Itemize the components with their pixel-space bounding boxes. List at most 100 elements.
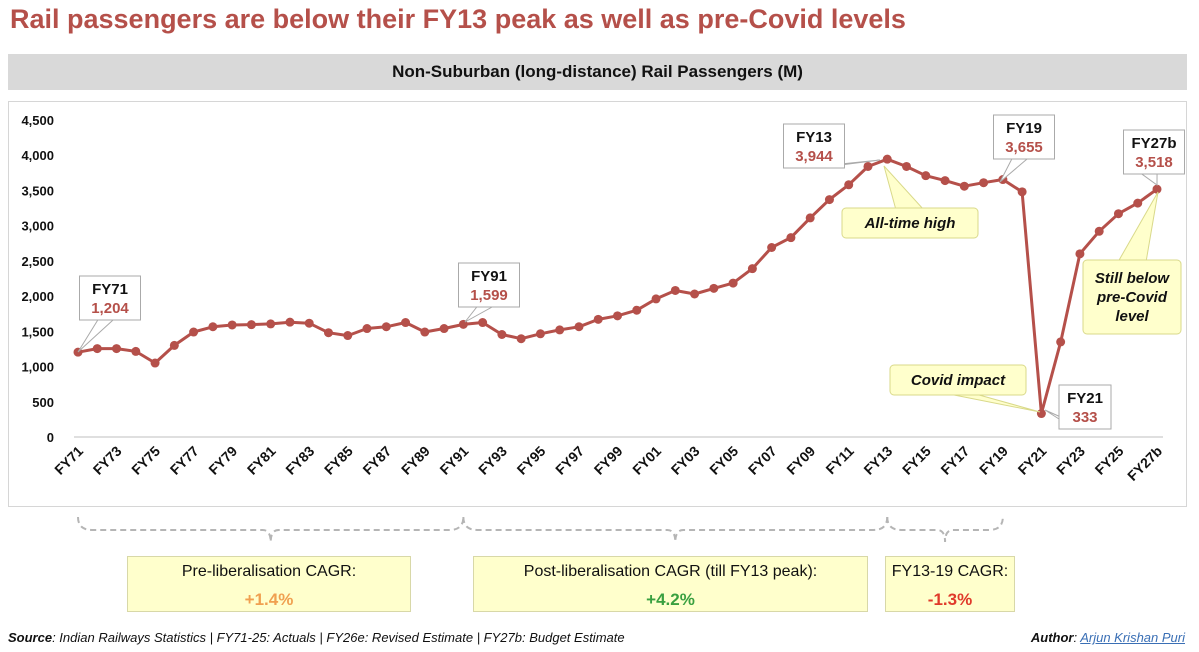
annotation-box <box>841 207 979 239</box>
data-point <box>613 311 622 321</box>
x-tick-label: FY01 <box>629 443 664 478</box>
data-point <box>593 314 603 324</box>
author-link[interactable]: Arjun Krishan Puri <box>1080 630 1185 645</box>
callout-value: 333 <box>1072 409 1097 426</box>
callout-pointer <box>999 158 1029 183</box>
x-tick-label: FY09 <box>783 443 818 478</box>
chart-title: Non-Suburban (long-distance) Rail Passen… <box>392 62 803 81</box>
data-point <box>805 213 815 223</box>
chart-frame <box>8 101 1187 507</box>
callout-fy21: FY21 333 <box>1044 384 1112 430</box>
data-point <box>304 318 314 328</box>
data-point <box>420 327 430 337</box>
cagr-label: Pre-liberalisation CAGR: <box>181 563 357 580</box>
cagr-value: +4.2% <box>646 590 695 609</box>
author-label: Author <box>1030 630 1074 645</box>
cagr-value: -1.3% <box>927 590 973 609</box>
x-tick-label: FY99 <box>591 443 626 478</box>
callout-box <box>1058 384 1112 430</box>
data-point <box>574 322 584 332</box>
period-brace <box>462 516 889 543</box>
x-tick-label: FY81 <box>244 443 279 478</box>
source-text: : Indian Railways Statistics | FY71-25: … <box>52 630 625 645</box>
data-point <box>632 305 642 315</box>
data-point <box>747 264 757 274</box>
cagr-box-post-liberalisation: Post-liberalisation CAGR (till FY13 peak… <box>473 556 868 612</box>
data-point <box>786 233 796 243</box>
callout-label: FY21 <box>1067 390 1103 407</box>
data-point <box>882 154 892 164</box>
callout-fy13: FY13 3,944 <box>783 123 881 169</box>
y-tick-label: 500 <box>32 395 54 410</box>
y-tick-label: 3,000 <box>21 219 54 234</box>
callout-box <box>993 114 1055 160</box>
data-point <box>169 340 179 350</box>
data-point <box>227 320 237 330</box>
cagr-label: Post-liberalisation CAGR (till FY13 peak… <box>523 563 818 580</box>
callout-label: FY13 <box>796 129 832 146</box>
callout-fy71: FY71 1,204 <box>77 275 141 353</box>
x-tick-label: FY83 <box>282 443 317 478</box>
x-tick-label: FY97 <box>552 443 587 478</box>
data-point <box>381 322 391 332</box>
y-tick-label: 1,500 <box>21 324 54 339</box>
data-point <box>150 358 160 368</box>
y-tick-label: 1,000 <box>21 360 54 375</box>
data-point <box>131 346 141 356</box>
data-point <box>902 161 912 171</box>
data-point <box>189 327 199 337</box>
x-tick-label: FY03 <box>668 443 703 478</box>
x-tick-label: FY71 <box>51 443 86 478</box>
cagr-box-pre-liberalisation: Pre-liberalisation CAGR: +1.4% <box>127 556 411 612</box>
x-tick-label: FY89 <box>398 443 433 478</box>
callout-box <box>458 262 520 308</box>
annotation-text: pre-Covid <box>1096 289 1168 306</box>
x-tick-label: FY21 <box>1015 443 1050 478</box>
y-tick-label: 0 <box>47 430 54 445</box>
data-point <box>343 331 353 341</box>
x-tick-label: FY73 <box>90 443 125 478</box>
data-point <box>959 181 969 191</box>
x-tick-label: FY75 <box>128 443 163 478</box>
data-point <box>1113 209 1123 219</box>
data-point <box>497 330 507 340</box>
x-tick-label: FY15 <box>899 443 934 478</box>
annotation-fy21: Covid impact <box>889 364 1041 413</box>
data-point <box>1133 198 1143 208</box>
data-point <box>535 329 545 339</box>
cagr-value: +1.4% <box>244 590 294 609</box>
y-tick-label: 3,500 <box>21 183 54 198</box>
x-tick-label: FY17 <box>937 443 972 478</box>
data-point <box>516 334 526 344</box>
author-sep: : <box>1073 630 1081 645</box>
x-tick-label: FY23 <box>1053 443 1088 478</box>
data-point <box>1036 409 1046 419</box>
data-point <box>555 325 565 335</box>
callout-label: FY71 <box>92 281 128 298</box>
x-tick-label: FY05 <box>706 443 741 478</box>
data-point <box>246 320 256 330</box>
callout-label: FY91 <box>471 268 507 285</box>
callout-pointer <box>1140 173 1158 186</box>
x-tick-label: FY85 <box>321 443 356 478</box>
callout-label: FY19 <box>1006 120 1042 137</box>
y-tick-label: 4,500 <box>21 113 54 128</box>
x-tick-label: FY27b <box>1124 443 1165 484</box>
cagr-box-fy13-19: FY13-19 CAGR: -1.3% <box>885 556 1015 612</box>
annotation-text: Still below <box>1095 270 1171 287</box>
annotation-text: level <box>1115 308 1149 325</box>
callout-fy91: FY91 1,599 <box>458 262 520 323</box>
callout-value: 1,204 <box>91 300 129 317</box>
callout-value: 3,944 <box>795 148 833 165</box>
data-point <box>690 289 700 299</box>
annotation-box <box>889 364 1027 396</box>
data-point <box>1094 226 1104 236</box>
data-point <box>112 344 122 354</box>
x-tick-label: FY19 <box>976 443 1011 478</box>
callout-value: 3,655 <box>1005 139 1043 156</box>
x-tick-label: FY13 <box>860 443 895 478</box>
data-point <box>709 283 719 293</box>
callout-value: 3,518 <box>1135 154 1173 171</box>
data-point <box>478 318 488 328</box>
y-tick-label: 2,500 <box>21 254 54 269</box>
